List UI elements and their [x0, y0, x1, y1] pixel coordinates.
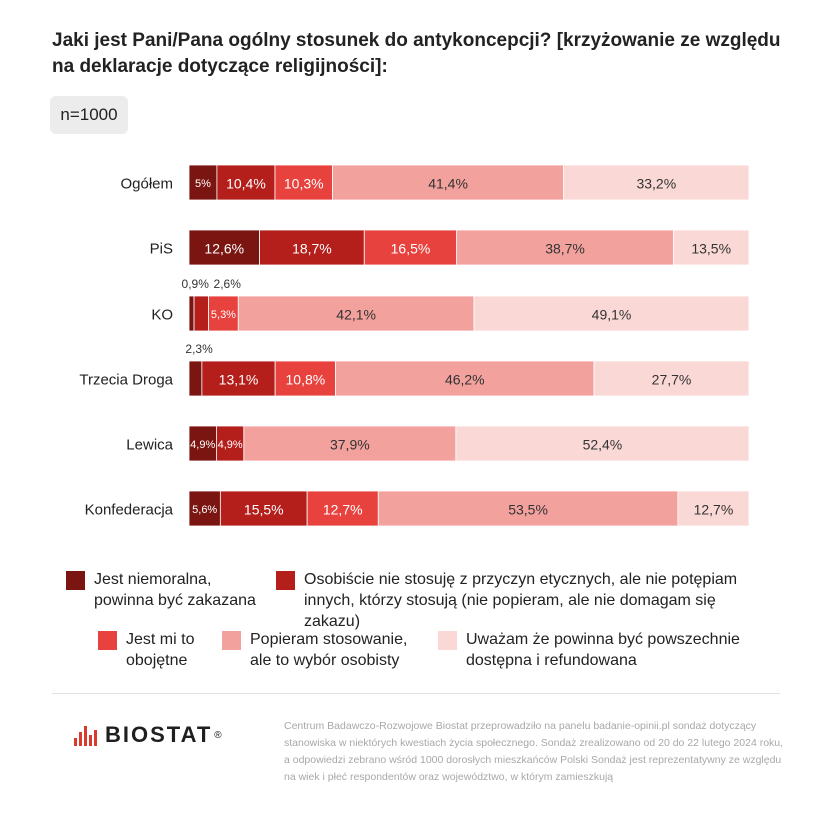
logo-bars-icon — [74, 724, 99, 746]
legend-label-2: Osobiście nie stosuję z przyczyn etyczny… — [304, 571, 738, 630]
data-label: 5,6% — [192, 504, 217, 516]
data-label: 33,2% — [636, 176, 676, 192]
legend-label-3: Jest mi to obojętne — [126, 631, 195, 669]
data-label: 18,7% — [292, 241, 332, 257]
legend-swatch-1 — [66, 571, 85, 590]
legend-item-3: Jest mi to obojętne — [98, 629, 208, 671]
bar-segment — [216, 164, 276, 201]
bar-segment — [473, 295, 750, 332]
data-label-outside: 2,6% — [214, 277, 242, 291]
legend-swatch-5 — [438, 631, 457, 650]
data-label: 12,7% — [323, 502, 363, 518]
bar-segment — [456, 229, 674, 266]
bar-segment — [306, 490, 379, 527]
data-label: 46,2% — [445, 372, 485, 388]
legend-swatch-3 — [98, 631, 117, 650]
data-label: 4,9% — [190, 439, 215, 451]
category-label: Ogółem — [120, 176, 173, 193]
legend-label-5: Uważam że powinna być powszechnie dostęp… — [466, 631, 740, 669]
bar-segment — [201, 360, 276, 397]
legend-swatch-2 — [276, 571, 295, 590]
data-label: 10,3% — [284, 176, 324, 192]
category-label: Trzecia Droga — [79, 372, 173, 389]
data-label: 13,1% — [219, 372, 259, 388]
data-label: 49,1% — [592, 307, 632, 323]
legend-item-1: Jest niemoralna, powinna być zakazana — [66, 569, 266, 611]
bar-segment — [216, 425, 245, 462]
chart-title: Jaki jest Pani/Pana ogólny stosunek do a… — [52, 30, 781, 77]
bar-segment — [188, 295, 195, 332]
data-label: 38,7% — [545, 241, 585, 257]
bar-segment — [243, 425, 457, 462]
bar-segment — [188, 425, 217, 462]
data-label: 10,4% — [226, 176, 266, 192]
biostat-logo: BIOSTAT ® — [74, 722, 222, 748]
legend-item-2: Osobiście nie stosuję z przyczyn etyczny… — [276, 569, 776, 632]
footer-note: Centrum Badawczo-Rozwojowe Biostat przep… — [284, 720, 784, 783]
bar-segment — [219, 490, 308, 527]
legend-item-4: Popieram stosowanie, ale to wybór osobis… — [222, 629, 422, 671]
bar-segment — [274, 360, 336, 397]
category-label: Konfederacja — [85, 502, 174, 519]
data-label: 4,9% — [218, 439, 243, 451]
data-label: 5,3% — [211, 309, 236, 321]
bar-segment — [377, 490, 679, 527]
data-label-outside: 2,3% — [185, 342, 213, 356]
category-label: Lewica — [126, 437, 173, 454]
footer-divider — [52, 693, 780, 694]
data-label: 12,6% — [204, 241, 244, 257]
legend-label-1: Jest niemoralna, powinna być zakazana — [94, 571, 256, 609]
bar-segment — [593, 360, 750, 397]
data-label: 37,9% — [330, 437, 370, 453]
legend-item-5: Uważam że powinna być powszechnie dostęp… — [438, 629, 758, 671]
category-label: KO — [151, 307, 173, 324]
data-label: 27,7% — [652, 372, 692, 388]
data-label: 52,4% — [583, 437, 623, 453]
legend-label-4: Popieram stosowanie, ale to wybór osobis… — [250, 631, 408, 669]
data-label: 42,1% — [336, 307, 376, 323]
sample-size-badge: n=1000 — [50, 96, 128, 134]
data-label: 10,8% — [286, 372, 326, 388]
bar-segment — [188, 360, 203, 397]
bar-segment — [188, 229, 260, 266]
bar-segment — [677, 490, 750, 527]
bar-segment — [259, 229, 365, 266]
bar-segment — [188, 164, 218, 201]
bar-segment — [208, 295, 239, 332]
data-label: 12,7% — [694, 502, 734, 518]
bar-segment — [188, 490, 221, 527]
legend-swatch-4 — [222, 631, 241, 650]
data-label: 41,4% — [428, 176, 468, 192]
data-label: 16,5% — [391, 241, 431, 257]
logo-text: BIOSTAT — [105, 722, 213, 747]
data-label-outside: 0,9% — [182, 277, 210, 291]
category-label: PiS — [150, 241, 173, 258]
data-label: 15,5% — [244, 502, 284, 518]
bar-segment — [563, 164, 750, 201]
bar-segment — [193, 295, 209, 332]
stacked-bar-chart: Ogółem 5% 10,4% 10,3% 41,4% 33,2% PiS 12,6% 18,7… — [79, 164, 750, 527]
bar-segment — [237, 295, 475, 332]
data-label: 13,5% — [691, 241, 731, 257]
logo-registered-mark: ® — [214, 729, 222, 741]
bar-segment — [363, 229, 458, 266]
bar-segment — [455, 425, 750, 462]
data-label: 5% — [195, 178, 211, 190]
data-label: 53,5% — [508, 502, 548, 518]
bar-segment — [335, 360, 595, 397]
bar-segment — [673, 229, 750, 266]
